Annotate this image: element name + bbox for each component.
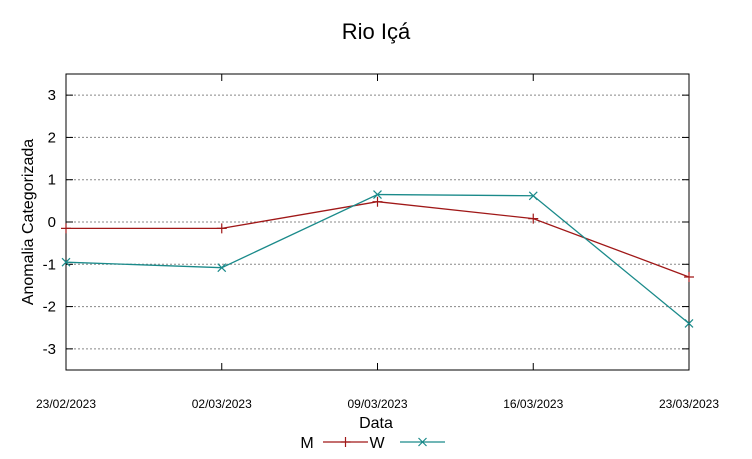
y-tick-label: 1 bbox=[48, 172, 56, 189]
data-point-W bbox=[373, 190, 382, 199]
chart-title: Rio Içá bbox=[342, 19, 411, 44]
series-M bbox=[61, 196, 694, 282]
data-point-M bbox=[61, 223, 71, 234]
x-tick-label: 09/03/2023 bbox=[347, 397, 407, 411]
data-point-W bbox=[528, 191, 538, 201]
y-tick-label: -1 bbox=[43, 256, 56, 273]
y-tick-label: -3 bbox=[43, 341, 56, 358]
legend-marker-W bbox=[418, 437, 427, 447]
y-tick-label: 2 bbox=[48, 129, 56, 146]
y-tick-label: -2 bbox=[43, 299, 56, 316]
x-tick-label: 23/03/2023 bbox=[659, 397, 719, 411]
x-tick-label: 23/02/2023 bbox=[36, 397, 96, 411]
data-point-W bbox=[217, 263, 227, 273]
legend-label-M: M bbox=[300, 435, 313, 452]
x-tick-label: 02/03/2023 bbox=[192, 397, 252, 411]
data-point-M bbox=[216, 223, 227, 234]
data-point-M bbox=[528, 213, 539, 224]
series-line-W bbox=[65, 193, 690, 324]
data-point-M bbox=[684, 271, 694, 282]
x-axis-label: Data bbox=[359, 415, 393, 432]
legend-marker-M bbox=[340, 437, 351, 447]
data-point-W bbox=[61, 257, 71, 267]
series-W bbox=[61, 190, 694, 328]
data-point-M bbox=[372, 196, 383, 207]
legend-label-W: W bbox=[369, 435, 385, 452]
x-tick-label: 16/03/2023 bbox=[503, 397, 563, 411]
y-axis-label: Anomalia Categorizada bbox=[20, 139, 37, 305]
data-point-W bbox=[684, 319, 694, 328]
y-tick-label: 3 bbox=[48, 87, 56, 104]
y-tick-label: 0 bbox=[48, 214, 56, 231]
